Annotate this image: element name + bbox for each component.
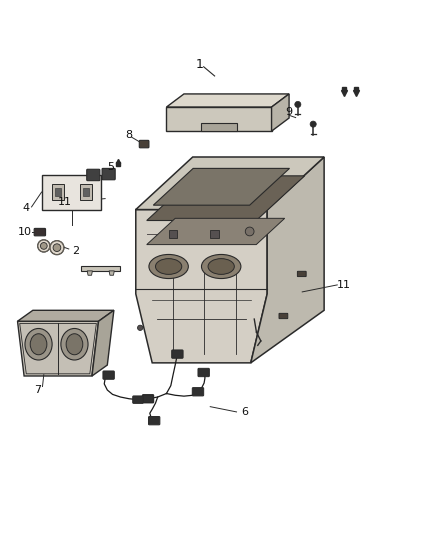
Polygon shape [18, 310, 114, 321]
Text: 11: 11 [337, 280, 351, 290]
Circle shape [53, 244, 61, 252]
Ellipse shape [66, 334, 83, 355]
Polygon shape [201, 123, 237, 131]
Polygon shape [147, 176, 305, 221]
Ellipse shape [149, 254, 188, 279]
Text: 7: 7 [34, 385, 41, 395]
Circle shape [40, 243, 47, 249]
Ellipse shape [61, 328, 88, 360]
Circle shape [245, 227, 254, 236]
FancyBboxPatch shape [142, 394, 154, 403]
Text: 1: 1 [195, 58, 203, 71]
FancyBboxPatch shape [55, 188, 61, 197]
Polygon shape [136, 209, 267, 363]
Polygon shape [251, 157, 324, 363]
FancyBboxPatch shape [297, 271, 306, 277]
FancyBboxPatch shape [133, 396, 143, 403]
Polygon shape [147, 219, 285, 245]
Ellipse shape [25, 328, 52, 360]
Text: 2: 2 [72, 246, 79, 256]
FancyBboxPatch shape [139, 140, 149, 148]
Polygon shape [81, 265, 120, 271]
FancyBboxPatch shape [279, 313, 288, 319]
Circle shape [50, 241, 64, 255]
Circle shape [38, 240, 50, 252]
Polygon shape [136, 157, 324, 209]
FancyBboxPatch shape [102, 168, 115, 180]
Circle shape [310, 121, 316, 127]
Polygon shape [109, 271, 114, 275]
Polygon shape [87, 271, 92, 275]
FancyBboxPatch shape [80, 184, 92, 200]
Polygon shape [166, 94, 289, 107]
FancyBboxPatch shape [34, 229, 46, 236]
Text: 9: 9 [286, 107, 293, 117]
Text: 10: 10 [18, 228, 32, 237]
Ellipse shape [201, 254, 241, 279]
FancyBboxPatch shape [83, 188, 89, 197]
FancyBboxPatch shape [210, 230, 219, 238]
Polygon shape [18, 321, 99, 376]
Text: 6: 6 [241, 407, 248, 417]
Polygon shape [153, 168, 290, 205]
FancyBboxPatch shape [172, 350, 183, 358]
Polygon shape [166, 107, 272, 131]
FancyBboxPatch shape [103, 371, 114, 379]
FancyBboxPatch shape [87, 169, 100, 181]
Ellipse shape [155, 259, 182, 274]
FancyBboxPatch shape [169, 230, 177, 238]
FancyBboxPatch shape [143, 395, 153, 402]
FancyBboxPatch shape [52, 184, 64, 200]
Ellipse shape [30, 334, 47, 355]
FancyBboxPatch shape [198, 368, 209, 377]
FancyBboxPatch shape [192, 387, 204, 396]
Text: 8: 8 [126, 130, 133, 140]
Polygon shape [272, 94, 289, 131]
Circle shape [138, 325, 143, 330]
Polygon shape [42, 174, 101, 209]
Circle shape [295, 101, 301, 108]
Text: 4: 4 [23, 203, 30, 213]
Polygon shape [92, 310, 114, 376]
FancyBboxPatch shape [148, 416, 160, 425]
Text: 11: 11 [57, 197, 71, 207]
Text: 5: 5 [107, 162, 114, 172]
Ellipse shape [208, 259, 234, 274]
